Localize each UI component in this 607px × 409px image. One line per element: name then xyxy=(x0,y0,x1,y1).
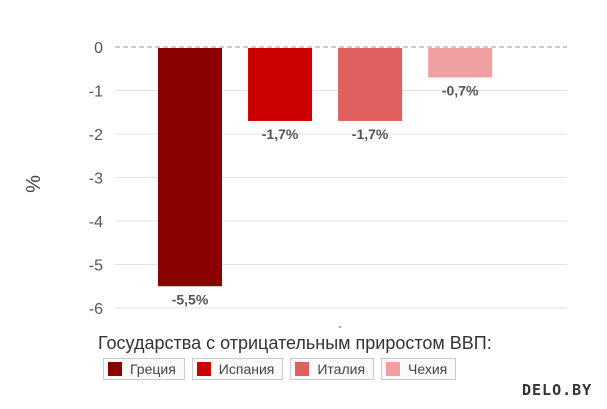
legend-item-3[interactable]: Италия xyxy=(290,358,375,380)
legend-swatch xyxy=(108,362,122,376)
y-tick-label: -2 xyxy=(89,127,103,144)
legend-item-2[interactable]: Испания xyxy=(191,358,284,380)
legend-label: Чехия xyxy=(408,361,448,377)
legend-item-4[interactable]: Чехия xyxy=(381,358,457,380)
y-tick-label: -4 xyxy=(89,214,103,231)
y-tick-label: 0 xyxy=(94,40,103,57)
bar-3 xyxy=(338,48,403,121)
legend-swatch xyxy=(386,362,401,376)
y-tick-label: -3 xyxy=(89,171,103,188)
legend-swatch xyxy=(196,362,211,376)
legend: Греция Испания Италия Чехия xyxy=(103,358,457,380)
legend-label: Греция xyxy=(130,361,176,377)
data-label-3: -1,7% xyxy=(352,126,389,142)
data-label-2: -1,7% xyxy=(262,126,299,142)
y-tick-label: -6 xyxy=(89,301,103,318)
data-labels: -5,5% -1,7% -1,7% -0,7% xyxy=(172,82,479,307)
y-tick-label: -1 xyxy=(89,84,103,101)
y-axis-label: % xyxy=(23,175,45,193)
legend-title: Государства с отрицательным приростом ВВ… xyxy=(98,333,492,353)
bar-2 xyxy=(248,48,313,121)
data-label-1: -5,5% xyxy=(172,291,209,307)
watermark: DELO.BY xyxy=(522,381,593,399)
y-tick-label: -5 xyxy=(89,258,103,275)
bar-1 xyxy=(158,48,222,287)
bar-4 xyxy=(428,48,493,78)
x-axis-label: - xyxy=(338,319,342,333)
y-axis-ticks: 0 -1 -2 -3 -4 -5 -6 xyxy=(89,40,103,318)
legend-swatch xyxy=(295,362,310,376)
data-label-4: -0,7% xyxy=(442,82,479,98)
legend-label: Испания xyxy=(218,361,275,377)
bars xyxy=(158,48,493,287)
legend-label: Италия xyxy=(317,361,366,377)
legend-item-1[interactable]: Греция xyxy=(103,358,185,380)
